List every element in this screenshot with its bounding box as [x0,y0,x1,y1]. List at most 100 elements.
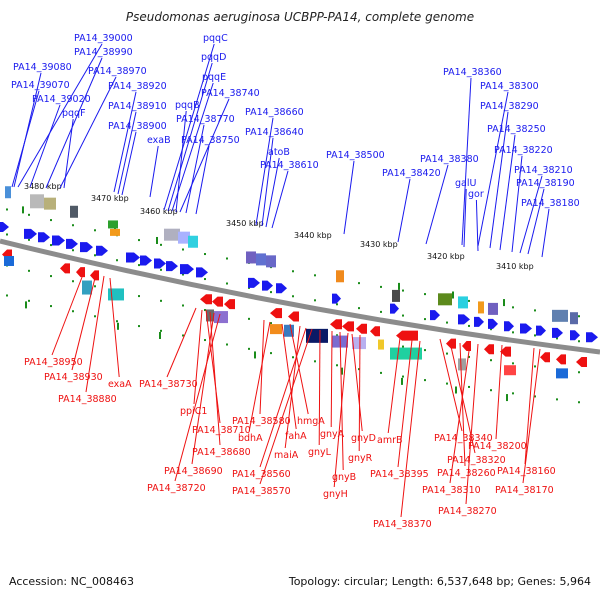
annotation-block [108,220,118,229]
scale-tick [138,239,140,242]
annotation-block [110,228,120,236]
scale-tick [204,339,206,342]
reverse-gene-leaders [51,271,541,518]
scale-tick [380,285,382,288]
reverse-gene-arrow [396,330,418,341]
annotation-block [478,301,484,314]
gene-label-pa14-38270: PA14_38270 [438,506,497,517]
scale-tick [578,315,580,318]
scale-tick [402,289,404,292]
scale-tick [446,382,448,385]
gene-label-pa14-38560: PA14_38560 [232,469,291,480]
gene-label-pa14-38730: PA14_38730 [139,379,198,390]
annotation-block [5,186,11,199]
leader-line [191,312,215,465]
forward-gene-arrow [520,323,532,334]
gene-label-pa14-38660: PA14_38660 [245,107,304,118]
reverse-gene-arrow [200,294,212,305]
leader-line [522,348,541,484]
leader-line [465,343,479,505]
leader-line [175,110,187,213]
forward-gene-arrow [586,332,598,343]
leader-line [163,43,215,211]
scale-tick [182,273,184,276]
reverse-gene-arrow [500,346,511,357]
major-tick [159,331,161,339]
scale-tick [226,257,228,260]
scale-tick [534,365,536,368]
gene-label-exab: exaB [147,135,171,146]
gene-label-pqqf: pqqF [62,108,86,119]
annotation-block [552,309,568,322]
coordinate-label: 3450 kbp [226,219,264,228]
forward-gene-arrow [180,264,194,275]
gene-label-pa14-39000: PA14_39000 [74,33,133,44]
scale-tick [226,343,228,346]
coordinate-label: 3460 kbp [140,207,178,216]
scale-tick [556,337,558,340]
forward-gene-arrow [248,277,260,288]
leader-line [248,321,271,432]
forward-gene-arrow [24,228,37,239]
forward-gene-arrow [430,310,440,321]
coordinate-label: 3440 kbp [294,231,332,240]
scale-tick [72,280,74,283]
major-tick [254,351,256,359]
gene-label-gnyh: gnyH [323,489,348,500]
gene-label-hmga: hmgA [297,416,325,427]
scale-tick [424,349,426,352]
leader-line [209,311,221,446]
scale-tick [424,293,426,296]
gene-label-pa14-38880: PA14_38880 [58,394,117,405]
scale-tick [556,398,558,401]
leader-line [179,98,230,213]
annotation-block [266,255,276,268]
annotation-block [392,289,400,302]
scale-tick [204,253,206,256]
gene-label-pa14-38920: PA14_38920 [108,81,167,92]
gene-label-pa14-38640: PA14_38640 [245,127,304,138]
leader-line [29,104,61,188]
gene-label-gnya: gnyA [320,429,345,440]
accession-text: Accession: NC_008463 [9,575,134,588]
scale-tick [314,274,316,277]
reverse-gene-arrow [90,270,99,281]
scale-tick [204,278,206,281]
reverse-gene-arrow [270,308,282,319]
gene-label-pa14-39020: PA14_39020 [32,94,91,105]
annotation-block [488,302,498,315]
gene-label-pa14-38420: PA14_38420 [382,168,441,179]
forward-gene-arrow [38,232,50,243]
leader-line [171,82,214,212]
scale-tick [270,291,272,294]
gene-label-faha: fahA [285,431,307,442]
forward-gene-arrow [332,293,341,304]
gene-label-pa14-38210: PA14_38210 [514,165,573,176]
gene-label-exaa: exaA [108,379,132,390]
gene-label-pa14-38380: PA14_38380 [420,154,479,165]
gene-label-galu: galU [455,178,476,189]
annotation-block [108,288,124,301]
leader-line [195,145,210,215]
leader-line [463,188,467,248]
gene-label-pa14-38690: PA14_38690 [164,466,223,477]
scale-tick [578,401,580,404]
scale-tick [292,356,294,359]
scale-tick [446,352,448,355]
scale-tick [182,304,184,307]
annotation-block [270,324,282,335]
gene-label-atob: atoB [268,147,290,158]
coordinate-label: 3410 kbp [496,262,534,271]
scale-tick [292,295,294,298]
scale-tick [534,395,536,398]
gene-label-pa14-38720: PA14_38720 [147,483,206,494]
coordinate-label: 3430 kbp [360,240,398,249]
reverse-gene-arrow [462,341,471,352]
gene-label-pa14-38395: PA14_38395 [370,469,429,480]
leader-line [121,131,137,196]
gene-label-amrb: amrB [377,435,403,446]
major-tick [455,386,457,394]
leader-line [397,178,411,243]
scale-tick [160,329,162,332]
annotation-block [188,235,198,248]
